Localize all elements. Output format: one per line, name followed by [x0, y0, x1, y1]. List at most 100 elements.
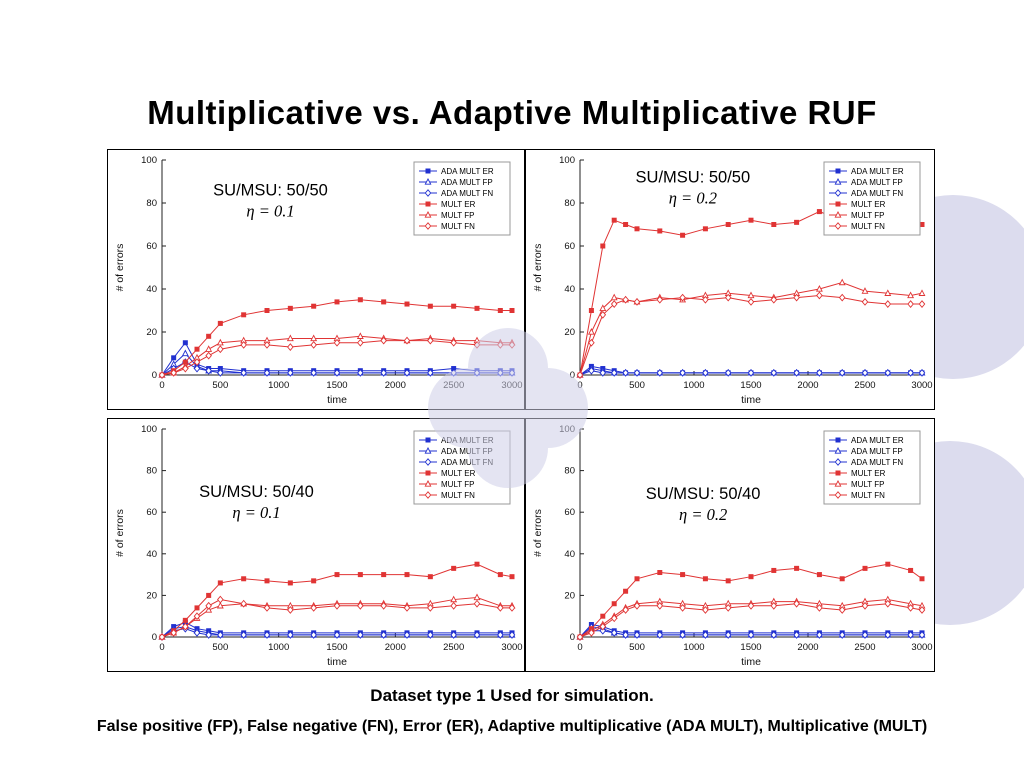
legend-label: MULT FN [851, 222, 885, 231]
marker-triangle-icon [884, 289, 892, 296]
marker-diamond-icon [838, 631, 846, 639]
y-tick-label: 20 [564, 590, 575, 601]
marker-triangle-icon [747, 291, 755, 299]
marker-diamond-icon [838, 606, 846, 614]
marker-diamond-icon [816, 368, 823, 377]
x-tick-label: 1500 [740, 380, 761, 391]
y-tick-label: 20 [146, 590, 157, 601]
marker-diamond-icon [793, 599, 800, 608]
y-axis-label: # of errors [114, 509, 126, 557]
marker-triangle-icon [424, 480, 432, 487]
marker-diamond-icon [240, 368, 247, 377]
marker-square-icon [425, 437, 431, 443]
marker-diamond-icon [287, 631, 294, 639]
marker-diamond-icon [702, 606, 709, 614]
annotation-eta: η = 0.1 [232, 503, 280, 522]
y-tick-label: 80 [564, 198, 575, 209]
marker-diamond-icon [633, 368, 641, 377]
marker-diamond-icon [834, 189, 842, 197]
marker-square-icon [816, 572, 822, 578]
marker-triangle-icon [424, 447, 432, 454]
marker-square-icon [725, 222, 731, 228]
marker-square-icon [404, 301, 410, 307]
y-tick-label: 0 [570, 632, 575, 643]
marker-diamond-icon [287, 606, 294, 614]
marker-square-icon [623, 588, 629, 594]
marker-square-icon [509, 574, 515, 580]
marker-diamond-icon [724, 368, 732, 377]
marker-diamond-icon [333, 601, 341, 610]
marker-square-icon [357, 572, 363, 578]
marker-diamond-icon [588, 628, 595, 637]
marker-square-icon [919, 576, 925, 582]
annotation-eta: η = 0.2 [669, 189, 717, 208]
x-tick-label: 2500 [854, 380, 875, 391]
marker-diamond-icon [838, 293, 846, 302]
marker-diamond-icon [193, 364, 201, 373]
marker-diamond-icon [497, 603, 504, 612]
legend-label: MULT FP [441, 211, 474, 220]
marker-square-icon [835, 168, 841, 174]
marker-diamond-icon [170, 368, 177, 377]
marker-square-icon [680, 572, 686, 578]
x-axis-label: time [327, 394, 347, 406]
legend-label: ADA MULT ER [851, 167, 904, 176]
marker-diamond-icon [656, 368, 664, 377]
x-tick-label: 500 [212, 380, 228, 391]
marker-diamond-icon [724, 603, 732, 612]
marker-diamond-icon [918, 606, 926, 614]
legend-label: ADA MULT FP [851, 447, 903, 456]
marker-diamond-icon [310, 341, 317, 349]
legend-label: ADA MULT ER [441, 167, 494, 176]
x-tick-label: 0 [577, 642, 582, 653]
legend-label: ADA MULT FN [851, 189, 903, 198]
marker-diamond-icon [473, 631, 481, 639]
marker-diamond-icon [793, 631, 800, 639]
marker-triangle-icon [181, 349, 189, 357]
legend-label: MULT FN [441, 222, 475, 231]
marker-triangle-icon [838, 278, 846, 286]
marker-square-icon [771, 222, 777, 228]
marker-diamond-icon [287, 343, 294, 351]
marker-square-icon [381, 572, 387, 578]
y-tick-label: 0 [152, 370, 157, 381]
x-tick-label: 2000 [797, 642, 818, 653]
y-tick-label: 60 [564, 241, 575, 252]
y-tick-label: 40 [146, 284, 157, 295]
marker-square-icon [241, 312, 247, 318]
marker-square-icon [171, 355, 177, 361]
y-axis-label: # of errors [532, 509, 544, 557]
marker-triangle-icon [815, 285, 823, 292]
marker-diamond-icon [610, 628, 618, 637]
marker-diamond-icon [610, 300, 618, 308]
marker-diamond-icon [793, 293, 800, 302]
marker-diamond-icon [158, 633, 166, 641]
x-tick-label: 2500 [443, 380, 464, 391]
y-tick-label: 60 [564, 507, 575, 518]
marker-diamond-icon [380, 601, 387, 610]
marker-diamond-icon [816, 631, 823, 639]
marker-diamond-icon [679, 631, 686, 639]
marker-diamond-icon [217, 595, 224, 604]
marker-diamond-icon [861, 298, 869, 306]
x-tick-label: 500 [629, 380, 645, 391]
marker-diamond-icon [770, 631, 778, 639]
legend-label: MULT FP [851, 480, 884, 489]
marker-diamond-icon [770, 368, 778, 377]
x-tick-label: 500 [212, 642, 228, 653]
marker-diamond-icon [217, 368, 224, 377]
marker-triangle-icon [424, 178, 432, 185]
marker-diamond-icon [508, 631, 516, 639]
marker-diamond-icon [205, 366, 212, 375]
marker-square-icon [794, 219, 800, 225]
y-tick-label: 80 [146, 198, 157, 209]
marker-diamond-icon [193, 628, 201, 637]
marker-diamond-icon [633, 631, 641, 639]
chart-panel-bottom-left: 0 20 40 60 80 100 0 500 1000 1500 2000 2500 3000 # of… [107, 418, 525, 672]
marker-diamond-icon [427, 603, 434, 612]
x-tick-label: 3000 [501, 642, 522, 653]
marker-triangle-icon [473, 593, 481, 601]
marker-diamond-icon [424, 491, 432, 499]
